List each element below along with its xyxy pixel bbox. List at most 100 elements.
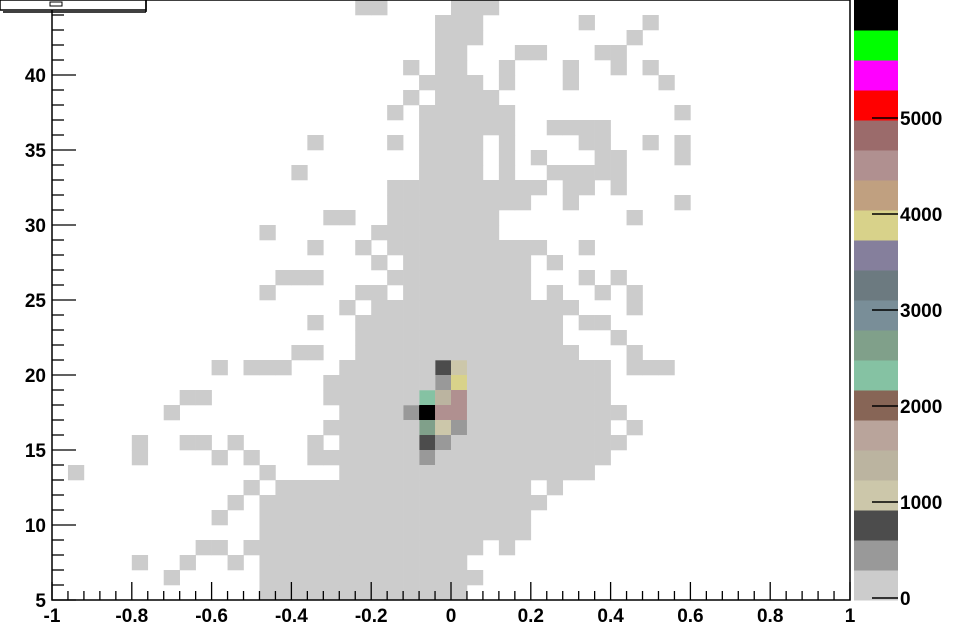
bin: [371, 495, 388, 511]
bin: [466, 420, 484, 436]
bin: [546, 360, 564, 376]
bin: [387, 330, 404, 346]
bin: [419, 495, 436, 511]
bin: [530, 390, 548, 406]
bin: [435, 465, 452, 481]
bin: [435, 120, 452, 136]
bin: [546, 375, 564, 391]
palette-tick-label: 2000: [900, 397, 942, 418]
bin: [371, 480, 388, 496]
bin: [371, 375, 388, 391]
bin: [419, 285, 436, 301]
bin: [355, 510, 372, 526]
sparse-bin: [674, 195, 691, 211]
bin: [530, 465, 548, 481]
bin: [466, 180, 484, 196]
sparse-bin: [642, 135, 659, 151]
bin: [451, 525, 468, 541]
bin: [403, 480, 420, 496]
bin: [482, 330, 500, 346]
sparse-bin: [387, 270, 404, 286]
x-tick-label: 0.4: [597, 606, 624, 627]
bin: [578, 465, 595, 481]
sparse-bin: [658, 360, 675, 376]
bin: [419, 225, 436, 241]
bin: [355, 480, 372, 496]
bin: [466, 255, 484, 271]
bin: [546, 420, 564, 436]
bin: [466, 135, 484, 151]
bin: [387, 510, 404, 526]
bin: [482, 225, 500, 241]
bin: [435, 210, 452, 226]
bin: [387, 465, 404, 481]
sparse-bin: [466, 75, 484, 91]
sparse-bin: [163, 570, 180, 586]
bin: [451, 180, 468, 196]
bin: [514, 435, 532, 451]
sparse-bin: [435, 30, 452, 46]
sparse-bin: [275, 270, 292, 286]
bin: [275, 585, 292, 601]
bin: [403, 390, 420, 406]
bin: [451, 540, 468, 556]
palette-swatch: [854, 180, 898, 211]
sparse-bin: [658, 75, 675, 91]
palette-swatch: [854, 420, 898, 451]
bin: [451, 585, 468, 601]
bin: [403, 555, 420, 571]
x-tick-label: 1: [845, 606, 856, 627]
bin: [451, 60, 468, 76]
bin: [435, 105, 452, 121]
bin: [323, 495, 340, 511]
bin: [419, 375, 436, 391]
sparse-bin: [67, 465, 85, 481]
palette-swatch: [854, 300, 898, 331]
bin: [498, 480, 516, 496]
bin: [578, 375, 595, 391]
bin: [482, 525, 500, 541]
bin: [466, 105, 484, 121]
hot-bin: [435, 420, 452, 436]
bin: [498, 525, 516, 541]
bin: [514, 465, 532, 481]
bin: [546, 435, 564, 451]
bin: [371, 540, 388, 556]
bin: [498, 450, 516, 466]
bin: [307, 585, 324, 601]
bin: [562, 450, 579, 466]
sparse-bin: [594, 135, 611, 151]
y-tick-label: 10: [25, 516, 46, 537]
sparse-bin: [323, 210, 340, 226]
bin: [371, 420, 388, 436]
bin: [291, 570, 308, 586]
bin: [419, 240, 436, 256]
stats-box-marker: [49, 1, 63, 7]
heatmap-bins: [67, 0, 691, 601]
bin: [355, 360, 372, 376]
bin: [482, 180, 500, 196]
bin: [466, 360, 484, 376]
bin: [403, 300, 420, 316]
sparse-bin: [371, 255, 388, 271]
hot-bin: [435, 435, 452, 451]
bin: [355, 495, 372, 511]
bin: [387, 360, 404, 376]
bin: [387, 525, 404, 541]
sparse-bin: [259, 285, 276, 301]
bin: [514, 390, 532, 406]
sparse-bin: [243, 450, 260, 466]
bin: [355, 390, 372, 406]
bin: [403, 225, 420, 241]
bin: [498, 255, 516, 271]
palette-swatch: [854, 510, 898, 541]
bin: [451, 255, 468, 271]
bin: [466, 120, 484, 136]
bin: [451, 225, 468, 241]
bin: [466, 240, 484, 256]
bin: [339, 495, 356, 511]
palette-swatch: [854, 210, 898, 241]
sparse-bin: [578, 270, 595, 286]
bin: [466, 330, 484, 346]
bin: [466, 480, 484, 496]
